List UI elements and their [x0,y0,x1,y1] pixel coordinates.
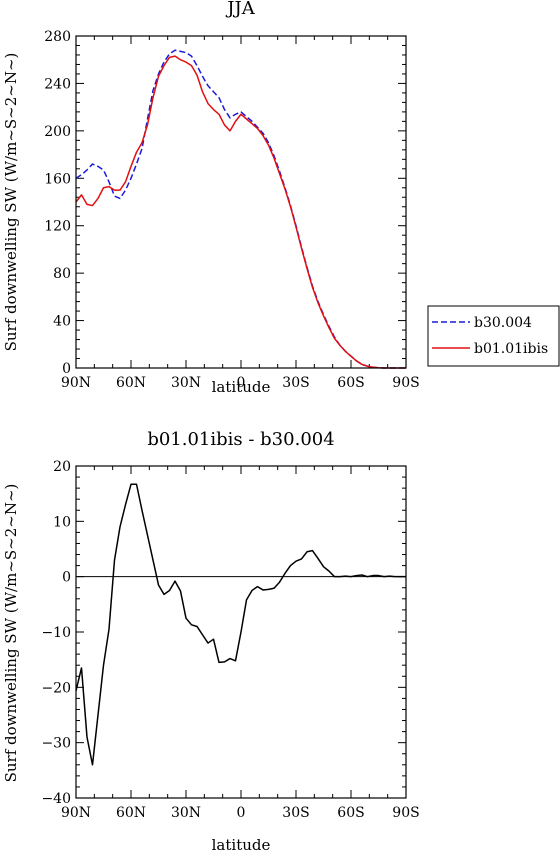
x-tick-label: 60S [337,805,364,821]
y-tick-label: −20 [41,680,71,696]
top-panel: JJA 0 40 80 120 160 200 240 280 90N 60N 30N 0 30S 60… [2,0,420,396]
x-tick-label: 60N [116,805,146,821]
y-tick-label: 0 [62,361,71,377]
y-tick-label: −30 [41,736,71,752]
y-tick-label: 160 [44,171,71,187]
x-tick-label: 90N [61,805,91,821]
top-panel-x-tick-labels: 90N 60N 30N 0 30S 60S 90S [61,375,420,391]
y-tick-label: 80 [53,266,71,282]
bottom-panel-y-tick-labels: −40 −30 −20 −10 0 10 20 [41,459,71,807]
bottom-panel-series [75,483,406,766]
bottom-panel-x-tick-labels: 90N 60N 30N 0 30S 60S 90S [61,805,420,821]
y-tick-label: 200 [44,124,71,140]
x-tick-label: 0 [237,805,246,821]
bottom-panel-x-axis-label: latitude [212,836,271,851]
top-panel-series [75,49,406,369]
x-tick-label: 30S [282,375,309,391]
top-panel-ticks [75,35,407,369]
bottom-panel: b01.01ibis - b30.004 −40 −30 −20 −10 0 10 20 9… [2,429,420,851]
x-tick-label: 30N [171,375,201,391]
legend-box [427,305,560,367]
bottom-panel-title: b01.01ibis - b30.004 [147,429,334,450]
x-tick-label: 60N [116,375,146,391]
y-tick-label: 280 [44,29,71,45]
top-panel-title: JJA [225,0,255,19]
b30-004-series-line [75,49,406,369]
top-panel-y-tick-labels: 0 40 80 120 160 200 240 280 [44,29,71,377]
y-tick-label: 10 [53,514,71,530]
y-tick-label: 20 [53,459,71,475]
y-tick-label: 40 [53,314,71,330]
legend-label-b30-004: b30.004 [474,315,532,331]
x-tick-label: 30N [171,805,201,821]
y-tick-label: 0 [62,570,71,586]
bottom-panel-ticks [75,465,407,799]
bottom-panel-y-axis-label: Surf downwelling SW (W/m~S~2~N~) [2,484,20,783]
y-tick-label: 240 [44,76,71,92]
legend: b30.004 b01.01ibis [427,305,560,367]
y-tick-label: 120 [44,219,71,235]
y-tick-label: −40 [41,791,71,807]
x-tick-label: 30S [282,805,309,821]
top-panel-x-axis-label: latitude [212,378,271,396]
top-panel-frame [75,35,407,369]
x-tick-label: 0 [237,375,246,391]
legend-label-b01-01ibis: b01.01ibis [474,341,548,357]
b01-01ibis-series-line [75,55,406,369]
x-tick-label: 90S [392,375,419,391]
x-tick-label: 90N [61,375,91,391]
x-tick-label: 90S [392,805,419,821]
y-tick-label: −10 [41,625,71,641]
top-panel-y-axis-label: Surf downwelling SW (W/m~S~2~N~) [2,53,20,352]
x-tick-label: 60S [337,375,364,391]
bottom-difference-series-line [75,483,406,766]
bottom-panel-frame [75,465,407,799]
